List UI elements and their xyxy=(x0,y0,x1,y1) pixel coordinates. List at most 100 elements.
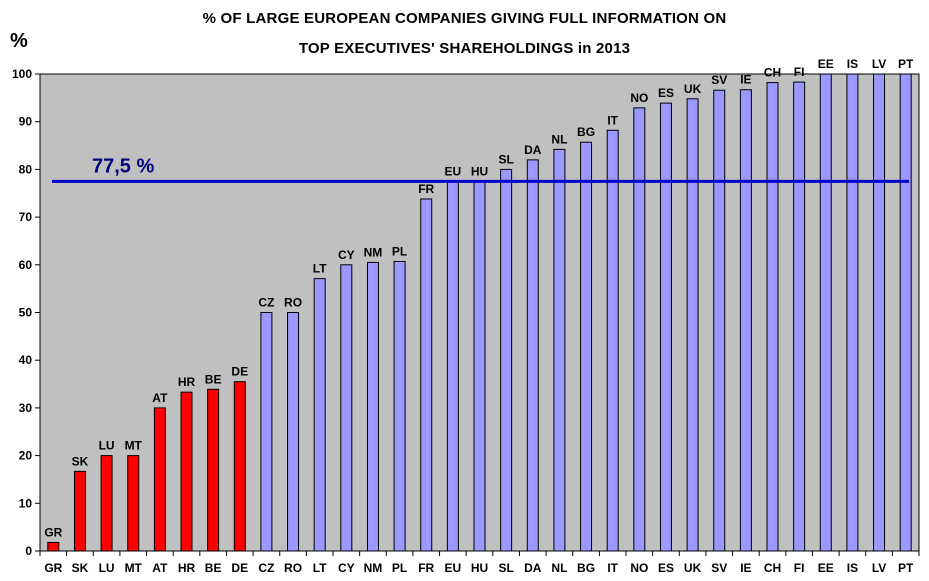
y-tick-label: 10 xyxy=(19,496,33,510)
bar-ie xyxy=(739,89,752,552)
x-tick-labels: GR SK LU MT AT HR BE DE CZ RO LT CY NM PL FR EU HU SL DA NL… xyxy=(39,550,920,575)
x-tick-label-fi: FI xyxy=(794,561,805,575)
bar-pt xyxy=(899,73,912,552)
bar-label-it: IT xyxy=(607,113,618,127)
bar-label-sv: SV xyxy=(711,73,727,87)
reference-line-label: 77,5 % xyxy=(92,155,154,177)
bar-ro xyxy=(287,312,300,552)
bar-gr xyxy=(47,541,60,552)
y-tick-label: 70 xyxy=(19,210,33,224)
x-tick-label-fr: FR xyxy=(418,561,434,575)
bar-label-fr: FR xyxy=(418,182,434,196)
bar-label-hu: HU xyxy=(471,164,488,178)
bar-be xyxy=(207,388,220,552)
bar-label-lv: LV xyxy=(872,57,886,71)
bar-eu xyxy=(446,180,459,552)
x-tick-label-gr: GR xyxy=(44,561,62,575)
x-tick-label-is: IS xyxy=(847,561,858,575)
bar-hr xyxy=(180,391,193,552)
bar-label-pl: PL xyxy=(392,244,407,258)
bar-it xyxy=(606,129,619,552)
x-tick-label-lt: LT xyxy=(313,561,327,575)
x-tick-label-mt: MT xyxy=(125,561,143,575)
bar-no xyxy=(633,107,646,552)
bar-label-no: NO xyxy=(630,91,648,105)
x-tick-label-cz: CZ xyxy=(258,561,274,575)
bar-ee xyxy=(819,73,832,552)
x-tick-label-de: DE xyxy=(231,561,248,575)
bar-hu xyxy=(473,180,486,552)
bar-nm xyxy=(366,261,379,552)
y-tick-label: 80 xyxy=(19,162,33,176)
x-tick-label-pt: PT xyxy=(898,561,914,575)
bar-lu xyxy=(100,455,113,552)
x-tick-label-hr: HR xyxy=(178,561,196,575)
bar-label-sl: SL xyxy=(498,152,513,166)
bar-de xyxy=(233,381,246,552)
bar-label-pt: PT xyxy=(898,57,914,71)
x-tick-label-sk: SK xyxy=(72,561,89,575)
bar-label-ie: IE xyxy=(740,73,751,87)
x-tick-label-uk: UK xyxy=(684,561,702,575)
bar-mt xyxy=(127,455,140,552)
bar-cz xyxy=(260,312,273,552)
x-tick-label-at: AT xyxy=(152,561,168,575)
bar-label-at: AT xyxy=(152,391,168,405)
x-tick-label-eu: EU xyxy=(445,561,462,575)
chart-title-line-2: TOP EXECUTIVES' SHAREHOLDINGS in 2013 xyxy=(298,40,631,57)
bar-nl xyxy=(553,148,566,552)
bar-label-eu: EU xyxy=(445,164,462,178)
bar-label-uk: UK xyxy=(684,82,702,96)
x-tick-label-ro: RO xyxy=(284,561,302,575)
bar-label-mt: MT xyxy=(125,439,143,453)
x-tick-label-sl: SL xyxy=(498,561,513,575)
bar-label-cy: CY xyxy=(338,248,355,262)
bar-cy xyxy=(340,264,353,552)
bar-at xyxy=(153,407,166,552)
bar-label-lu: LU xyxy=(99,439,115,453)
y-tick-label: 0 xyxy=(25,544,32,558)
y-tick-label: 30 xyxy=(19,401,33,415)
bars: GR SK LU MT AT HR BE DE CZ RO LT CY NM PL FR EU HU SL DA NL… xyxy=(44,57,914,552)
x-tick-label-ch: CH xyxy=(764,561,781,575)
bar-label-gr: GR xyxy=(44,525,62,539)
x-tick-label-cy: CY xyxy=(338,561,355,575)
x-tick-label-bg: BG xyxy=(577,561,595,575)
bar-label-nm: NM xyxy=(364,245,383,259)
bar-lt xyxy=(313,278,326,552)
bar-label-be: BE xyxy=(205,372,222,386)
bar-uk xyxy=(686,98,699,552)
bar-pl xyxy=(393,260,406,552)
bar-label-is: IS xyxy=(847,57,858,71)
y-tick-label: 40 xyxy=(19,353,33,367)
bar-label-fi: FI xyxy=(794,65,805,79)
bar-label-ro: RO xyxy=(284,296,302,310)
bar-label-sk: SK xyxy=(72,454,89,468)
y-tick-label: 90 xyxy=(19,115,33,129)
x-tick-label-da: DA xyxy=(524,561,542,575)
x-tick-label-sv: SV xyxy=(711,561,727,575)
x-tick-label-it: IT xyxy=(607,561,618,575)
bar-sl xyxy=(500,168,513,552)
x-tick-label-be: BE xyxy=(205,561,222,575)
y-tick-label: 100 xyxy=(12,67,32,81)
bar-fr xyxy=(420,198,433,552)
bar-label-bg: BG xyxy=(577,125,595,139)
bar-label-lt: LT xyxy=(313,262,327,276)
x-tick-label-hu: HU xyxy=(471,561,488,575)
bar-lv xyxy=(873,73,886,552)
y-axis: 0 10 20 30 40 50 60 70 80 90 100 xyxy=(12,67,41,558)
bar-ch xyxy=(766,82,779,552)
y-tick-label: 60 xyxy=(19,258,33,272)
bar-fi xyxy=(793,81,806,552)
bar-label-hr: HR xyxy=(178,375,196,389)
bar-label-es: ES xyxy=(658,86,674,100)
bar-label-da: DA xyxy=(524,143,542,157)
bar-bg xyxy=(580,141,593,552)
chart-title-line-1: % OF LARGE EUROPEAN COMPANIES GIVING FUL… xyxy=(202,10,727,27)
bar-is xyxy=(846,73,859,552)
y-axis-label: % xyxy=(10,30,28,52)
x-tick-label-nm: NM xyxy=(364,561,383,575)
bar-label-de: DE xyxy=(231,365,248,379)
